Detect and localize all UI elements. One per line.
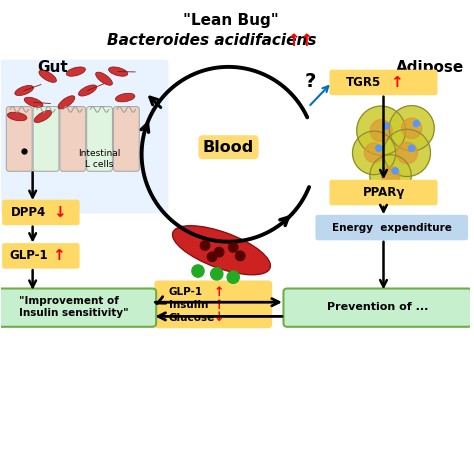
Text: GLP-1: GLP-1	[9, 249, 48, 263]
Ellipse shape	[34, 110, 52, 123]
Circle shape	[396, 142, 418, 164]
Text: ↓: ↓	[214, 311, 224, 324]
FancyBboxPatch shape	[283, 289, 472, 327]
Text: Gut: Gut	[37, 60, 68, 75]
Circle shape	[381, 166, 400, 185]
Text: "Lean Bug": "Lean Bug"	[183, 13, 279, 28]
Text: Blood: Blood	[203, 140, 254, 155]
Text: Adipose: Adipose	[396, 60, 465, 75]
Text: ↑: ↑	[52, 248, 64, 264]
Circle shape	[228, 243, 238, 252]
Text: DPP4: DPP4	[11, 206, 46, 219]
Circle shape	[376, 145, 382, 151]
Circle shape	[370, 155, 411, 196]
Text: Glucose: Glucose	[169, 313, 215, 323]
Circle shape	[383, 129, 430, 176]
FancyBboxPatch shape	[2, 243, 80, 269]
Ellipse shape	[116, 93, 135, 102]
FancyBboxPatch shape	[315, 215, 468, 240]
Circle shape	[365, 143, 384, 163]
Circle shape	[192, 265, 204, 277]
Text: Energy  expenditure: Energy expenditure	[332, 223, 452, 233]
Text: ↑: ↑	[390, 75, 402, 90]
Text: ↓: ↓	[53, 205, 66, 220]
FancyBboxPatch shape	[33, 107, 59, 171]
FancyBboxPatch shape	[0, 60, 168, 213]
Circle shape	[214, 247, 224, 257]
Circle shape	[370, 119, 392, 142]
FancyBboxPatch shape	[0, 289, 156, 327]
FancyBboxPatch shape	[155, 281, 272, 328]
Text: GLP-1: GLP-1	[169, 287, 203, 297]
FancyBboxPatch shape	[329, 70, 438, 95]
Circle shape	[353, 131, 396, 174]
Circle shape	[207, 252, 217, 262]
FancyBboxPatch shape	[329, 180, 438, 205]
Ellipse shape	[8, 112, 27, 121]
Circle shape	[227, 271, 239, 283]
Ellipse shape	[173, 226, 270, 275]
Circle shape	[392, 168, 398, 174]
FancyBboxPatch shape	[6, 107, 32, 171]
Text: ↑: ↑	[214, 299, 224, 311]
Text: TGR5: TGR5	[346, 76, 381, 89]
Ellipse shape	[58, 96, 75, 109]
Circle shape	[409, 145, 415, 151]
Circle shape	[357, 106, 406, 155]
Ellipse shape	[39, 70, 56, 82]
Circle shape	[383, 123, 389, 129]
Text: "Improvement of
Insulin sensitivity": "Improvement of Insulin sensitivity"	[18, 296, 128, 318]
FancyBboxPatch shape	[60, 107, 86, 171]
Text: Prevention of ...: Prevention of ...	[327, 302, 428, 312]
Ellipse shape	[66, 67, 85, 76]
Text: ↑↑: ↑↑	[286, 32, 314, 50]
FancyBboxPatch shape	[87, 107, 112, 171]
FancyBboxPatch shape	[2, 200, 80, 225]
Text: Bacteroides acidifaciens: Bacteroides acidifaciens	[107, 33, 317, 48]
Circle shape	[413, 120, 419, 127]
Ellipse shape	[15, 85, 34, 96]
Circle shape	[210, 268, 223, 280]
Ellipse shape	[96, 72, 112, 85]
Ellipse shape	[79, 85, 97, 96]
Ellipse shape	[24, 97, 43, 108]
Text: Intestinal
L cells: Intestinal L cells	[78, 149, 120, 169]
Circle shape	[236, 251, 245, 261]
Text: Insulin: Insulin	[169, 300, 208, 310]
Ellipse shape	[109, 67, 128, 76]
Text: ↑: ↑	[214, 286, 224, 299]
Circle shape	[201, 241, 210, 250]
Text: PPARγ: PPARγ	[363, 186, 405, 199]
FancyBboxPatch shape	[113, 107, 139, 171]
Circle shape	[401, 118, 422, 138]
Circle shape	[389, 106, 434, 151]
Text: ?: ?	[305, 72, 316, 91]
